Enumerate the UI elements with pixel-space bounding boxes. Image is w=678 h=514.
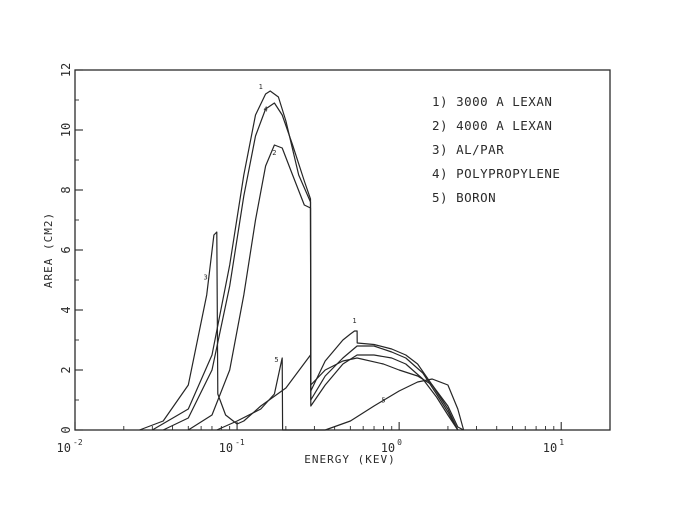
legend-entry: 5) BORON	[432, 190, 496, 205]
curve-2	[187, 144, 459, 431]
curve-5-tag: 5	[381, 397, 385, 405]
curve-1	[151, 90, 464, 431]
legend-entry: 4) POLYPROPYLENE	[432, 166, 560, 181]
curve-3-tag: 3	[204, 274, 208, 282]
x-tick-exponent: -1	[235, 438, 245, 447]
x-tick-label: 10	[57, 441, 71, 455]
curve-2-tag: 2	[272, 149, 276, 157]
y-tick-label: 2	[59, 366, 73, 373]
curve-1-tag: 1	[259, 83, 263, 91]
y-tick-label: 4	[59, 306, 73, 313]
x-tick-label: 10	[543, 441, 557, 455]
curve-5	[216, 357, 465, 431]
y-axis-ticks: 0 2 4 6 8 10 12	[59, 63, 83, 434]
legend: 1) 3000 A LEXAN 2) 4000 A LEXAN 3) AL/PAR 4…	[432, 94, 560, 205]
y-tick-label: 6	[59, 246, 73, 253]
y-tick-label: 8	[59, 186, 73, 193]
x-tick-exponent: -2	[73, 438, 83, 447]
curve-4	[162, 102, 459, 431]
legend-entry: 1) 3000 A LEXAN	[432, 94, 552, 109]
x-tick-exponent: 0	[397, 438, 402, 447]
x-tick-exponent: 1	[559, 438, 564, 447]
curve-3	[139, 231, 459, 431]
x-axis-label: ENERGY (KEV)	[304, 453, 395, 466]
y-tick-label: 0	[59, 426, 73, 433]
y-tick-label: 12	[59, 63, 73, 77]
y-axis-label: AREA (CM2)	[42, 212, 55, 288]
y-tick-label: 10	[59, 123, 73, 137]
curve-5-tag: 5	[274, 356, 278, 364]
curve-4-tag: 4	[264, 106, 268, 114]
curve-1-tag: 1	[352, 317, 356, 325]
legend-entry: 2) 4000 A LEXAN	[432, 118, 552, 133]
curves: 1 1 2 3 4 5 5	[139, 83, 465, 431]
x-tick-label: 10	[381, 441, 395, 455]
legend-entry: 3) AL/PAR	[432, 142, 504, 157]
x-tick-label: 10	[219, 441, 233, 455]
